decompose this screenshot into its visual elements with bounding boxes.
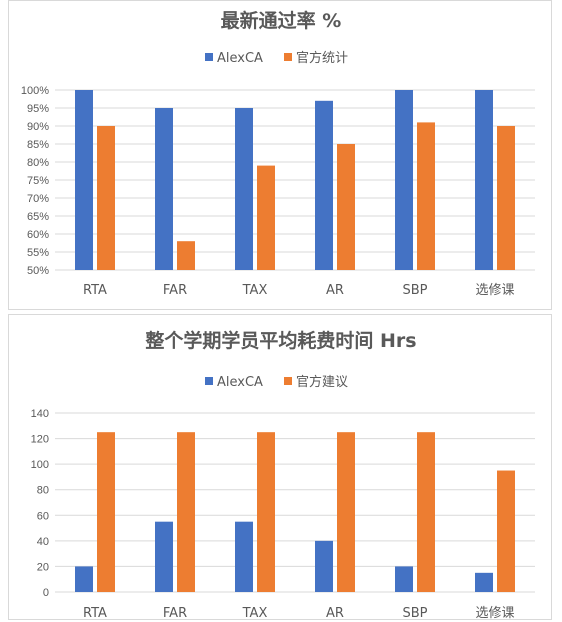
bar-official-4 [417, 432, 435, 592]
bar-alexca-5 [475, 572, 493, 592]
bar-official-0 [97, 432, 115, 592]
x-category-label: SBP [402, 606, 427, 621]
pass-rate-chart: 最新通过率 % AlexCA 官方统计 50% 55% 60% 65% 70% 75% 80… [21, 9, 535, 298]
x-category-label: RTA [83, 606, 107, 621]
plot-area: 0 20 40 60 80 100 120 140 RTA FAR TAX AR SBP 选修课 [31, 408, 535, 621]
bar-official-3 [337, 144, 355, 270]
bar-alexca-1 [155, 521, 173, 592]
chart-title: 最新通过率 % [221, 9, 342, 32]
x-category-label: TAX [242, 283, 268, 298]
legend-label-alexca: AlexCA [217, 51, 263, 66]
bar-alexca-2 [235, 521, 253, 592]
x-category-label: 选修课 [475, 606, 514, 621]
bar-official-5 [497, 470, 515, 592]
plot-area: 50% 55% 60% 65% 70% 75% 80% 85% 90% 95% 100% RTA FAR… [21, 85, 535, 298]
x-category-label: FAR [163, 606, 187, 621]
legend-label-official: 官方建议 [296, 374, 348, 390]
bar-alexca-5 [475, 90, 493, 270]
bar-alexca-1 [155, 108, 173, 270]
y-tick-label: 100% [21, 85, 49, 97]
y-tick-label: 55% [27, 247, 49, 259]
y-tick-label: 65% [27, 211, 49, 223]
x-category-label: 选修课 [475, 283, 514, 298]
legend-swatch-official [284, 377, 292, 385]
bar-official-3 [337, 432, 355, 592]
y-tick-label: 20 [37, 561, 49, 573]
y-tick-label: 85% [27, 139, 49, 151]
x-category-label: TAX [242, 606, 268, 621]
x-category-label: FAR [163, 283, 187, 298]
y-tick-label: 50% [27, 265, 49, 277]
bar-official-0 [97, 126, 115, 270]
y-tick-label: 100 [31, 459, 49, 471]
y-tick-label: 75% [27, 175, 49, 187]
bar-alexca-3 [315, 540, 333, 592]
bar-alexca-4 [395, 90, 413, 270]
pass-rate-chart-panel: 最新通过率 % AlexCA 官方统计 50% 55% 60% 65% 70% 75% 80… [8, 0, 552, 310]
y-tick-label: 90% [27, 121, 49, 133]
bar-alexca-3 [315, 100, 333, 270]
legend-swatch-official [284, 53, 292, 61]
y-tick-label: 60 [37, 510, 49, 522]
bar-alexca-2 [235, 108, 253, 270]
y-tick-label: 120 [31, 434, 49, 446]
x-category-label: AR [326, 283, 344, 298]
legend-label-official: 官方统计 [296, 50, 348, 66]
y-tick-label: 60% [27, 229, 49, 241]
legend-swatch-alexca [205, 53, 213, 61]
x-category-label: SBP [402, 283, 427, 298]
legend-label-alexca: AlexCA [217, 375, 263, 390]
study-hours-chart-panel: 整个学期学员平均耗费时间 Hrs AlexCA 官方建议 0 20 40 60 80 10… [8, 314, 552, 621]
y-tick-label: 140 [31, 408, 49, 420]
bar-official-1 [177, 241, 195, 270]
y-tick-label: 0 [43, 587, 49, 599]
bar-official-5 [497, 126, 515, 270]
y-tick-label: 80 [37, 485, 49, 497]
bar-official-1 [177, 432, 195, 592]
bar-alexca-0 [75, 90, 93, 270]
x-category-label: AR [326, 606, 344, 621]
chart-title: 整个学期学员平均耗费时间 Hrs [145, 329, 416, 352]
bar-official-2 [257, 165, 275, 270]
study-hours-chart: 整个学期学员平均耗费时间 Hrs AlexCA 官方建议 0 20 40 60 80 10… [31, 329, 535, 621]
bar-official-2 [257, 432, 275, 592]
y-tick-label: 95% [27, 103, 49, 115]
y-tick-label: 70% [27, 193, 49, 205]
bar-alexca-4 [395, 566, 413, 592]
y-tick-label: 80% [27, 157, 49, 169]
legend-swatch-alexca [205, 377, 213, 385]
bar-official-4 [417, 122, 435, 271]
bar-alexca-0 [75, 566, 93, 592]
x-category-label: RTA [83, 283, 107, 298]
y-tick-label: 40 [37, 536, 49, 548]
